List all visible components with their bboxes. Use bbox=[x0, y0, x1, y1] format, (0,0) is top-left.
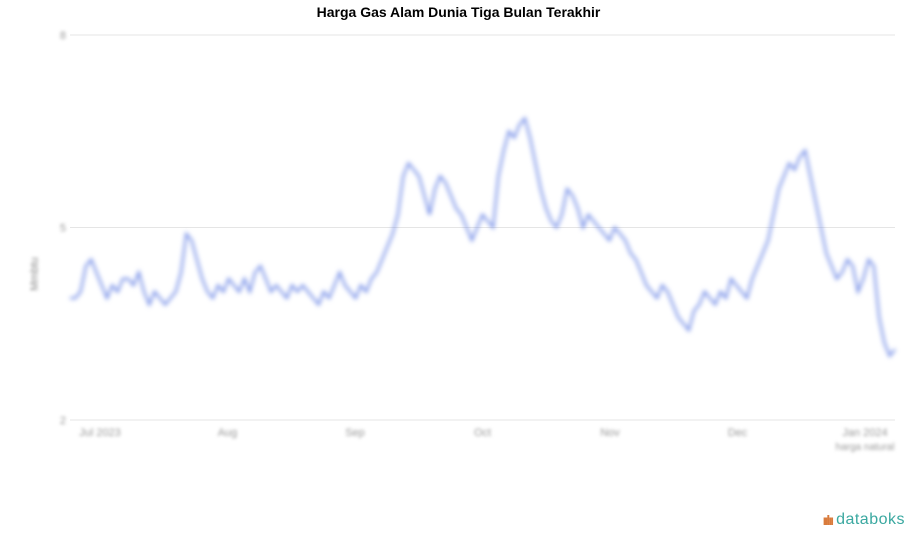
watermark-icon: ıılıı bbox=[823, 512, 832, 528]
chart-title: Harga Gas Alam Dunia Tiga Bulan Terakhir bbox=[0, 0, 917, 20]
y-tick-label: 5 bbox=[60, 223, 66, 235]
x-tick-label: Nov bbox=[600, 427, 620, 439]
watermark-text: databoks bbox=[836, 511, 905, 529]
x-tick-label: Jul 2023 bbox=[79, 427, 121, 439]
x-tick-label: Aug bbox=[218, 427, 238, 439]
y-axis-label: Mmbtu bbox=[29, 257, 41, 291]
x-tick-label: Sep bbox=[345, 427, 365, 439]
x-sublabel: harga natural bbox=[836, 442, 895, 453]
price-line-series bbox=[70, 118, 895, 355]
x-tick-label: Oct bbox=[474, 427, 491, 439]
x-tick-label: Dec bbox=[728, 427, 748, 439]
watermark: ıılıı databoks bbox=[823, 511, 905, 529]
chart-svg: 2 5 8 Jul 2023 Aug Sep Oct Nov Dec Jan 2024 harga … bbox=[60, 30, 900, 460]
y-tick-label: 2 bbox=[60, 415, 66, 427]
y-tick-label: 8 bbox=[60, 30, 66, 42]
chart-plot-area: 258Jul 2023AugSepOctNovDecJan 2024harga … bbox=[60, 30, 900, 430]
x-tick-label: Jan 2024 bbox=[842, 427, 887, 439]
